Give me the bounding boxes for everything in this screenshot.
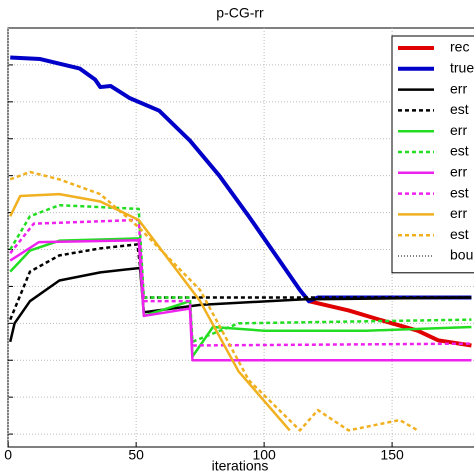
legend-label: est	[450, 143, 469, 159]
legend-label: bou	[450, 247, 473, 263]
series-line	[9, 239, 472, 362]
x-tick-label: 50	[128, 447, 144, 463]
legend-label: err	[450, 164, 467, 180]
series-line	[308, 299, 472, 348]
x-axis-label: iterations	[212, 458, 269, 474]
x-tick-label: 0	[4, 447, 12, 463]
legend-label: est	[450, 184, 469, 200]
legend-label: est	[450, 101, 469, 117]
legend-label: err	[450, 122, 467, 138]
chart-title: p-CG-rr	[216, 5, 264, 21]
series-line	[10, 55, 472, 304]
series-line	[9, 218, 472, 347]
legend-label: true	[450, 60, 474, 76]
x-tick-label: 150	[380, 447, 404, 463]
legend-label: rec	[450, 39, 469, 55]
series-line	[9, 266, 472, 343]
legend-box	[391, 35, 474, 274]
legend-label: err	[450, 205, 467, 221]
legend-label: err	[450, 80, 467, 96]
x-tick-label: 100	[252, 447, 276, 463]
legend-label: est	[450, 226, 469, 242]
